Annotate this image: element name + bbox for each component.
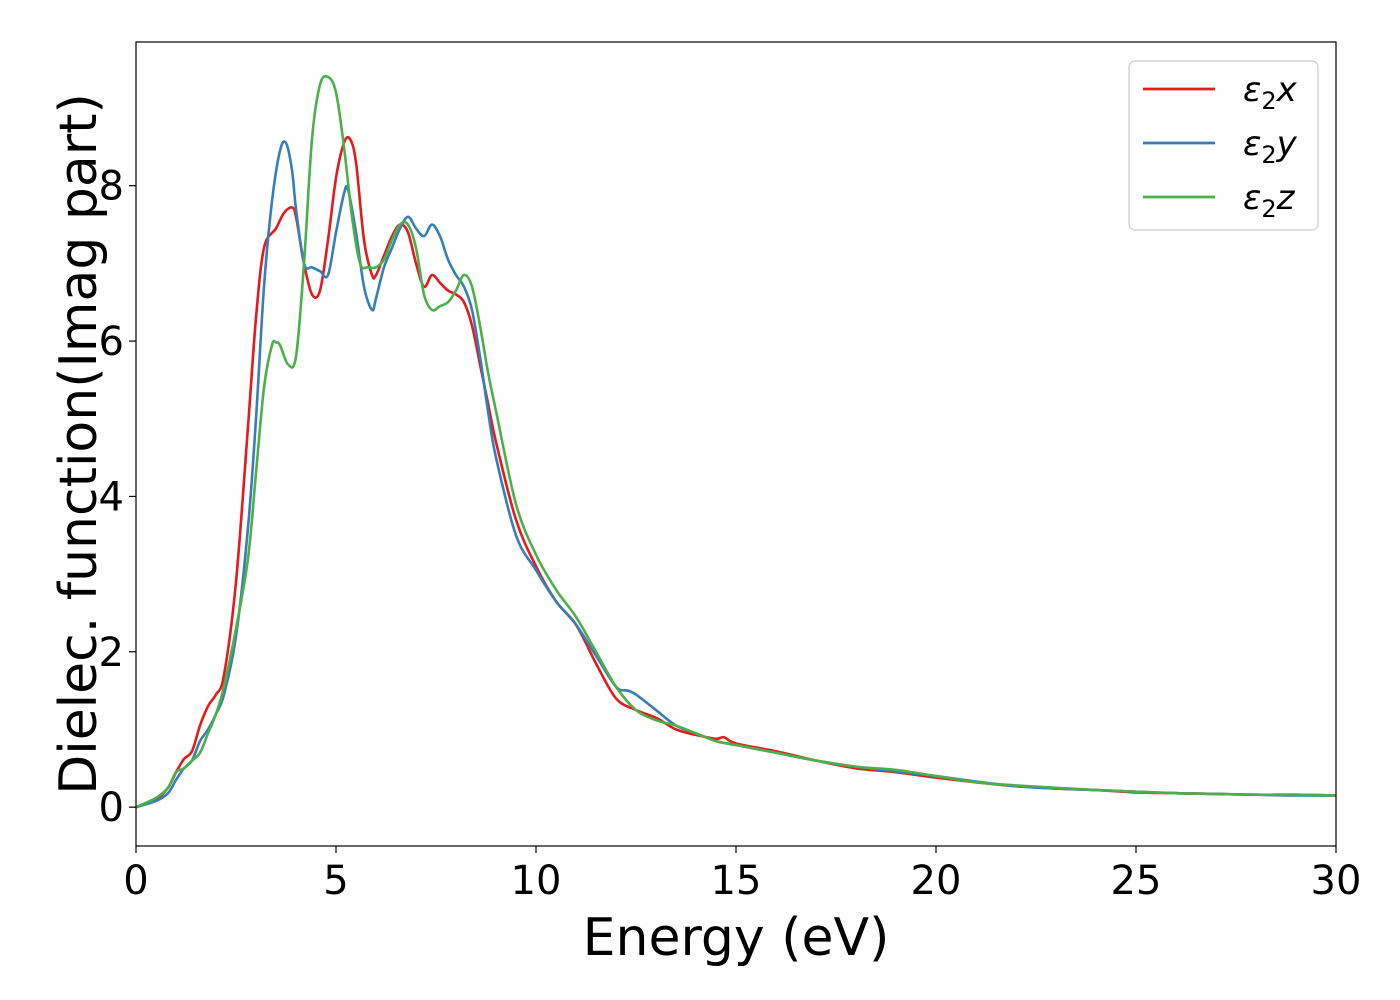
legend-label-variable: y: [1276, 124, 1298, 164]
legend-label-base: ε: [1243, 178, 1261, 218]
series-line-z: [135, 74, 1337, 809]
legend-label: ε2z: [1243, 178, 1296, 223]
legend-label-variable: x: [1276, 70, 1298, 110]
legend-label: ε2y: [1243, 124, 1298, 169]
legend-entry-x: ε2x: [1143, 70, 1298, 115]
legend-label-base: ε: [1243, 70, 1261, 110]
y-axis-label: Dielec. function(Imag part): [49, 93, 109, 795]
y-tick-label: 6: [99, 319, 124, 365]
y-tick-label: 0: [99, 785, 124, 831]
legend-label-base: ε: [1243, 124, 1261, 164]
legend-entry-y: ε2y: [1143, 124, 1298, 169]
y-tick-label: 2: [99, 630, 124, 676]
y-axis: 0 2 4 6 8: [99, 164, 136, 831]
x-axis-label: Energy (eV): [583, 908, 890, 968]
legend-label-subscript: 2: [1261, 141, 1276, 169]
x-tick-label: 10: [511, 858, 562, 904]
x-tick-label: 30: [1311, 858, 1362, 904]
legend-box: [1128, 60, 1319, 231]
x-tick-label: 15: [711, 858, 762, 904]
y-tick-label: 8: [99, 164, 124, 210]
legend-label-subscript: 2: [1261, 87, 1276, 115]
legend-label: ε2x: [1243, 70, 1298, 115]
legend-label-subscript: 2: [1261, 195, 1276, 223]
y-tick-label: 4: [99, 474, 124, 520]
x-tick-label: 0: [123, 858, 148, 904]
x-tick-label: 5: [323, 858, 348, 904]
x-axis: 0 5 10 15 20 25 30: [123, 846, 1361, 904]
legend-entry-z: ε2z: [1143, 178, 1296, 223]
series-layer: [135, 74, 1337, 809]
x-tick-label: 25: [1111, 858, 1162, 904]
series-line-x: [135, 135, 1337, 809]
x-tick-label: 20: [911, 858, 962, 904]
legend-label-variable: z: [1276, 178, 1296, 218]
